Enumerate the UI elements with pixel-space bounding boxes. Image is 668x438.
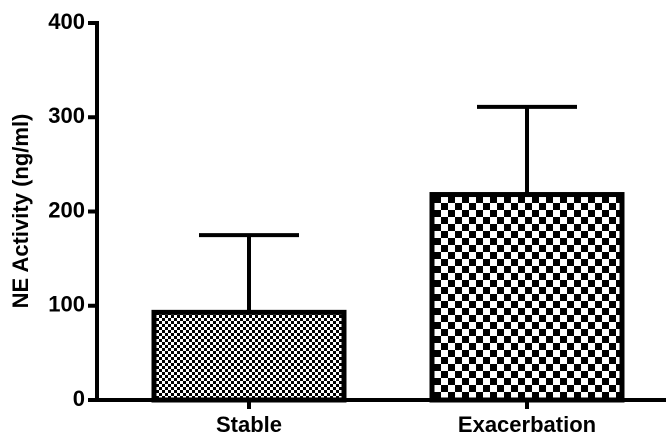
x-tick-label: Stable <box>216 412 282 437</box>
bar <box>429 192 625 403</box>
y-tick-label: 400 <box>48 9 85 34</box>
x-tick-label: Exacerbation <box>458 412 596 437</box>
bar <box>151 309 347 403</box>
y-tick-label: 200 <box>48 197 85 222</box>
y-axis-label: NE Activity (ng/ml) <box>8 114 33 309</box>
y-tick-label: 100 <box>48 292 85 317</box>
y-tick-label: 0 <box>73 386 85 411</box>
y-tick-label: 300 <box>48 103 85 128</box>
